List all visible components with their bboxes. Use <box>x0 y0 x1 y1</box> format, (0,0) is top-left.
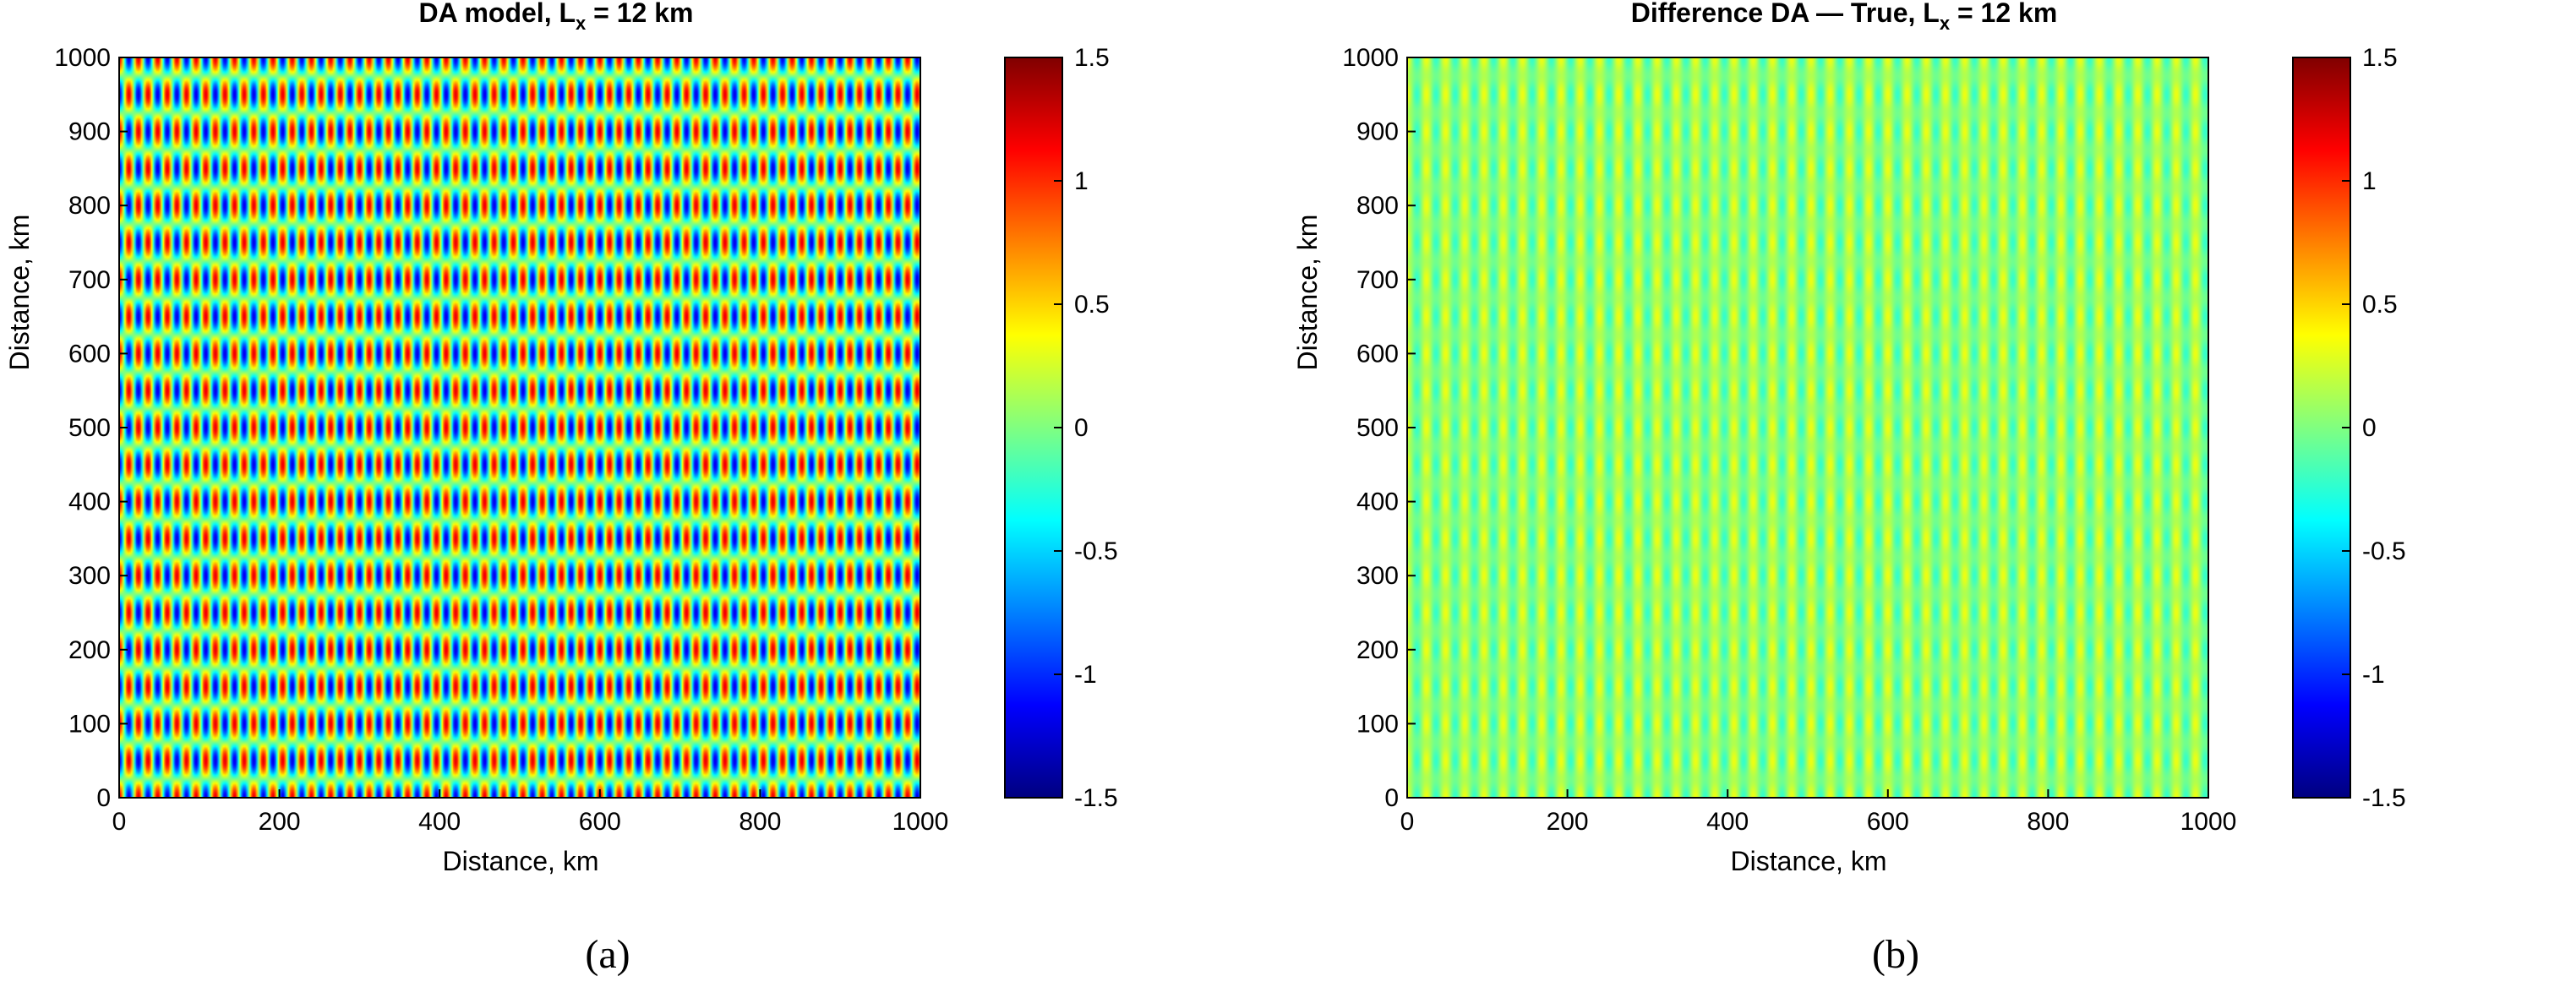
x-axis-label: Distance, km <box>1731 846 1887 876</box>
x-tick-label: 400 <box>418 808 461 836</box>
chart-title: DA model, Lx = 12 km <box>419 0 694 34</box>
colorbar <box>2292 57 2351 799</box>
y-tick-label: 200 <box>1356 636 1399 664</box>
panel-a: DA model, Lx = 12 km 0 200 400 600 800 1000 0 1… <box>4 0 1118 977</box>
y-axis-label: Distance, km <box>4 215 35 371</box>
colorbar-tick-label: -0.5 <box>1074 537 1118 565</box>
y-axis-label: Distance, km <box>1292 215 1323 371</box>
y-tick-label: 1000 <box>1342 44 1399 72</box>
y-tick-label: 300 <box>1356 562 1399 590</box>
x-tick-label: 0 <box>1400 808 1415 836</box>
x-tick-label: 200 <box>259 808 301 836</box>
colorbar-tick-label: -1 <box>1074 661 1097 689</box>
chart-title: Difference DA — True, Lx = 12 km <box>1631 0 2058 34</box>
chart-b-svg: Difference DA — True, Lx = 12 km 0 200 400… <box>1292 0 2406 977</box>
colorbar-tick-label: 0.5 <box>2362 291 2398 319</box>
y-tick-label: 1000 <box>54 44 111 72</box>
y-tick-label: 800 <box>68 192 111 220</box>
x-tick-label: 800 <box>2027 808 2069 836</box>
y-tick-label: 200 <box>68 636 111 664</box>
y-tick-label: 0 <box>1384 784 1399 812</box>
y-tick-label: 300 <box>68 562 111 590</box>
heatmap-field <box>1407 57 2208 798</box>
colorbar-tick-label: 0.5 <box>1074 291 1110 319</box>
x-axis-label: Distance, km <box>443 846 599 876</box>
y-tick-label: 600 <box>1356 340 1399 368</box>
x-tick-label: 600 <box>579 808 621 836</box>
panel-caption: (b) <box>1872 932 1919 977</box>
chart-a-svg: DA model, Lx = 12 km 0 200 400 600 800 100001… <box>4 0 1118 977</box>
y-tick-label: 100 <box>68 710 111 738</box>
y-tick-label: 700 <box>1356 266 1399 294</box>
y-tick-label: 400 <box>1356 488 1399 516</box>
y-tick-label: 800 <box>1356 192 1399 220</box>
colorbar-tick-label: -1.5 <box>2362 784 2406 812</box>
y-tick-label: 500 <box>68 414 111 442</box>
x-tick-label: 800 <box>739 808 781 836</box>
y-tick-label: 400 <box>68 488 111 516</box>
x-tick-label: 0 <box>112 808 127 836</box>
colorbar-tick-label: -0.5 <box>2362 537 2406 565</box>
colorbar-tick-label: 1.5 <box>1074 44 1110 72</box>
y-tick-label: 900 <box>1356 118 1399 146</box>
colorbar-tick-label: 0 <box>2362 414 2377 442</box>
colorbar-tick-label: 1 <box>1074 167 1089 195</box>
heatmap-field <box>119 57 920 798</box>
x-tick-label: 400 <box>1706 808 1749 836</box>
colorbar-tick-label: 1.5 <box>2362 44 2398 72</box>
colorbar-tick-label: 1 <box>2362 167 2377 195</box>
x-tick-label: 1000 <box>2180 808 2237 836</box>
colorbar-tick-label: -1 <box>2362 661 2385 689</box>
y-tick-label: 600 <box>68 340 111 368</box>
y-tick-label: 100 <box>1356 710 1399 738</box>
colorbar-tick-label: -1.5 <box>1074 784 1118 812</box>
y-tick-label: 0 <box>96 784 111 812</box>
x-tick-label: 200 <box>1547 808 1589 836</box>
panel-caption: (a) <box>585 932 630 977</box>
y-tick-label: 700 <box>68 266 111 294</box>
y-tick-label: 900 <box>68 118 111 146</box>
x-tick-label: 600 <box>1867 808 1909 836</box>
x-tick-label: 1000 <box>892 808 949 836</box>
colorbar-tick-label: 0 <box>1074 414 1089 442</box>
y-tick-label: 500 <box>1356 414 1399 442</box>
colorbar <box>1004 57 1063 799</box>
panel-b: Difference DA — True, Lx = 12 km 0 200 400… <box>1288 0 2576 987</box>
